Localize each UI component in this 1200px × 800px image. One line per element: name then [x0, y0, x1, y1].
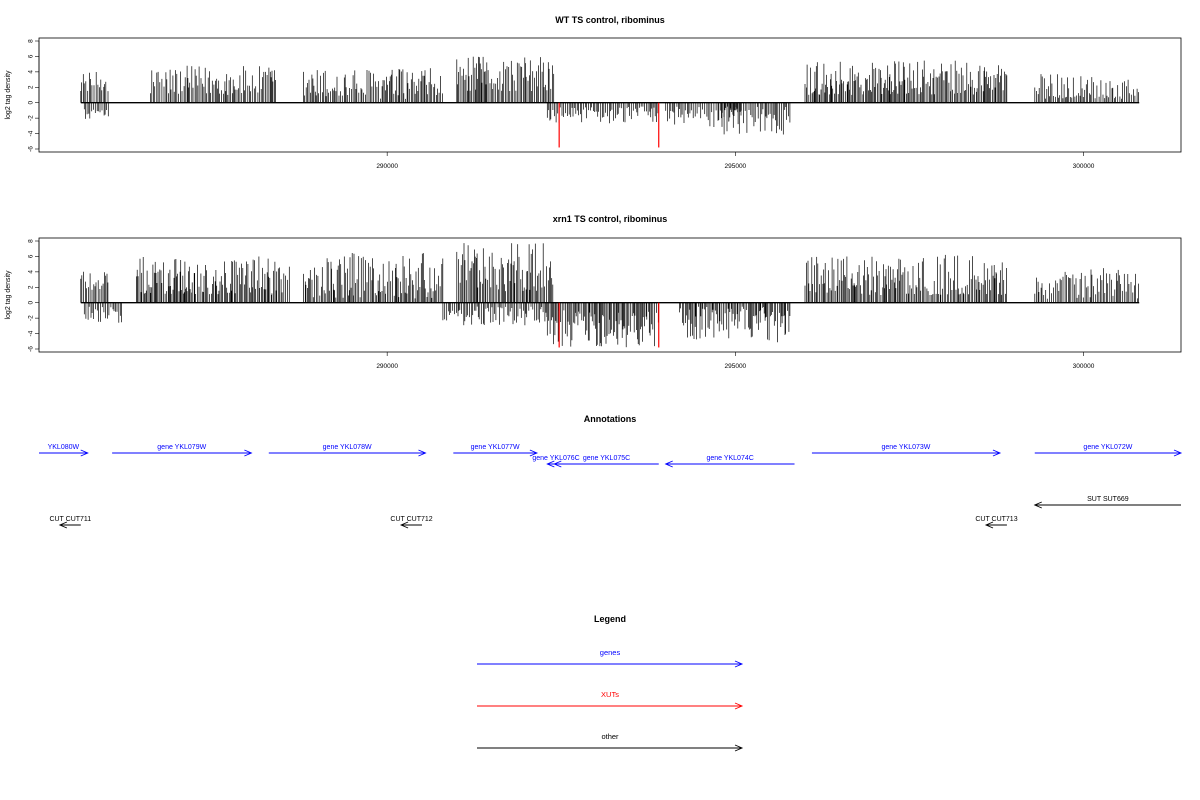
legend-items: genes XUTs other	[477, 648, 744, 752]
y-axis-label-wt: log2 tag density	[5, 70, 12, 120]
feature-label: gene YKL072W	[1083, 444, 1132, 451]
y-tick-label: 2	[28, 285, 35, 289]
feature-label: gene YKL077W	[471, 444, 520, 451]
annotation-feature: CUT CUT713	[975, 516, 1018, 529]
annotation-feature: gene YKL079W	[112, 444, 253, 457]
legend-label: genes	[600, 648, 621, 657]
feature-label: gene YKL074C	[706, 455, 753, 462]
y-tick-label: -4	[28, 330, 35, 336]
arrow-head-icon	[734, 744, 744, 752]
annotation-features: YKL080W gene YKL079W gene YKL078W gene YKL0…	[39, 444, 1183, 529]
x-tick-label: 300000	[1073, 363, 1095, 370]
legend: Legend genes XUTs other	[477, 614, 744, 752]
x-axis-wt: 290000 295000 300000	[376, 152, 1095, 170]
feature-label: SUT SUT669	[1087, 496, 1129, 503]
annotation-feature: gene YKL075C	[553, 455, 659, 468]
y-tick-label: 0	[28, 101, 35, 105]
feature-label: gene YKL073W	[881, 444, 930, 451]
x-tick-label: 290000	[376, 163, 398, 170]
arrow-head-icon	[992, 449, 1002, 457]
annotation-feature: YKL080W	[39, 444, 89, 457]
y-tick-label: 6	[28, 254, 35, 258]
arrow-head-icon	[529, 449, 539, 457]
arrow-head-icon	[418, 449, 427, 457]
y-tick-label: 8	[28, 239, 35, 243]
y-tick-label: 4	[28, 270, 35, 274]
annotation-feature: CUT CUT712	[390, 516, 433, 529]
feature-label: gene YKL076C	[532, 455, 579, 462]
arrow-head-icon	[1173, 449, 1183, 457]
arrow-head-icon	[734, 702, 744, 710]
feature-label: CUT CUT712	[390, 516, 432, 523]
panel-wt: WT TS control, ribominus log2 tag densit…	[5, 15, 1182, 170]
annotation-feature: gene YKL077W	[453, 444, 539, 457]
arrow-head-icon	[80, 449, 89, 457]
annotation-feature: gene YKL072W	[1034, 444, 1183, 457]
x-tick-label: 295000	[724, 363, 746, 370]
panel-title-xrn1: xrn1 TS control, ribominus	[553, 214, 668, 224]
legend-title: Legend	[594, 614, 626, 624]
annotation-feature: gene YKL078W	[268, 444, 427, 457]
y-tick-label: 2	[28, 85, 35, 89]
feature-label: CUT CUT711	[49, 516, 91, 523]
y-tick-label: 8	[28, 39, 35, 43]
y-tick-label: 6	[28, 54, 35, 58]
density-bars-wt	[80, 56, 1140, 148]
y-tick-label: 4	[28, 70, 35, 74]
feature-label: CUT CUT713	[975, 516, 1017, 523]
annotation-feature: gene YKL074C	[664, 455, 795, 468]
panel-title-wt: WT TS control, ribominus	[555, 15, 665, 25]
legend-label: XUTs	[601, 690, 619, 699]
y-axis-label-xrn1: log2 tag density	[5, 270, 12, 320]
arrow-head-icon	[553, 460, 562, 468]
x-tick-label: 290000	[376, 363, 398, 370]
panel-xrn1: xrn1 TS control, ribominus log2 tag dens…	[5, 214, 1182, 370]
y-tick-label: -6	[28, 346, 35, 352]
legend-item: other	[477, 732, 744, 752]
arrow-head-icon	[399, 521, 409, 529]
legend-item: genes	[477, 648, 744, 668]
arrow-head-icon	[58, 521, 68, 529]
density-bars-xrn1	[80, 243, 1140, 348]
x-tick-label: 295000	[724, 163, 746, 170]
x-tick-label: 300000	[1073, 163, 1095, 170]
plot-frame-xrn1	[38, 237, 1182, 353]
y-axis-wt: -6 -4 -2 0 2 4 6 8	[28, 39, 40, 152]
y-tick-label: -4	[28, 130, 35, 136]
annotation-feature: CUT CUT711	[49, 516, 91, 529]
arrow-head-icon	[734, 660, 744, 668]
arrow-head-icon	[244, 449, 253, 457]
y-tick-label: 0	[28, 301, 35, 305]
y-tick-label: -2	[28, 315, 35, 321]
arrow-head-icon	[664, 460, 673, 468]
arrow-head-icon	[984, 521, 994, 529]
legend-label: other	[601, 732, 619, 741]
y-tick-label: -6	[28, 146, 35, 152]
y-tick-label: -2	[28, 115, 35, 121]
x-axis-xrn1: 290000 295000 300000	[376, 352, 1095, 370]
annotations-title: Annotations	[584, 414, 637, 424]
feature-label: YKL080W	[48, 444, 80, 451]
feature-label: gene YKL078W	[323, 444, 372, 451]
legend-item: XUTs	[477, 690, 744, 710]
annotation-feature: SUT SUT669	[1033, 496, 1181, 509]
arrow-head-icon	[1033, 501, 1042, 509]
arrow-head-icon	[546, 460, 555, 468]
feature-label: gene YKL079W	[157, 444, 206, 451]
feature-label: gene YKL075C	[583, 455, 630, 462]
annotation-feature: gene YKL073W	[811, 444, 1002, 457]
annotations-track: Annotations YKL080W gene YKL079W gene YKL0…	[39, 414, 1183, 529]
y-axis-xrn1: -6 -4 -2 0 2 4 6 8	[28, 239, 40, 352]
